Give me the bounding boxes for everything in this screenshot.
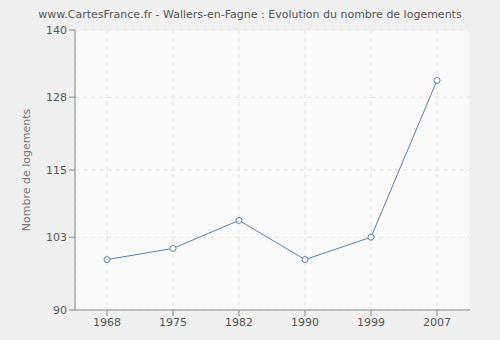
- svg-text:1999: 1999: [357, 316, 385, 329]
- svg-text:1968: 1968: [93, 316, 121, 329]
- svg-text:1990: 1990: [291, 316, 319, 329]
- svg-text:115: 115: [46, 164, 67, 177]
- svg-text:Nombre de logements: Nombre de logements: [20, 108, 33, 231]
- svg-text:128: 128: [46, 91, 67, 104]
- svg-text:103: 103: [46, 231, 67, 244]
- svg-text:140: 140: [46, 24, 67, 37]
- svg-text:2007: 2007: [423, 316, 451, 329]
- svg-text:90: 90: [53, 304, 67, 317]
- html-text:www.CartesFrance.fr - Wallers-: www.CartesFrance.fr - Wallers-en-Fagne :…: [38, 8, 462, 21]
- svg-text:1982: 1982: [225, 316, 253, 329]
- svg-text:1975: 1975: [159, 316, 187, 329]
